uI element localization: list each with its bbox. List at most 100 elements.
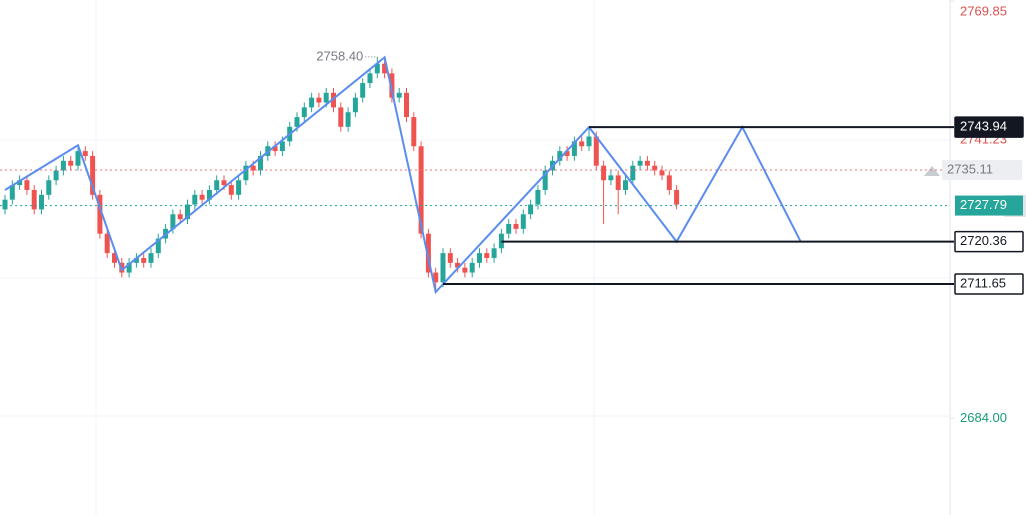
candle-body bbox=[571, 141, 577, 156]
candle-body bbox=[272, 146, 278, 152]
candle-body bbox=[455, 262, 461, 268]
candle-body bbox=[367, 73, 373, 84]
level-label: 2743.94 bbox=[960, 119, 1007, 134]
candle-body bbox=[309, 97, 315, 108]
candle-body bbox=[352, 97, 358, 113]
candle-body bbox=[506, 223, 512, 234]
candle-body bbox=[528, 204, 534, 215]
candle-body bbox=[60, 160, 66, 171]
candle-body bbox=[477, 253, 482, 263]
candle-body bbox=[192, 194, 198, 205]
candle-body bbox=[491, 248, 497, 258]
candle-body bbox=[623, 180, 628, 190]
candle-body bbox=[24, 180, 30, 190]
candle-body bbox=[382, 63, 388, 74]
candle-body bbox=[177, 214, 183, 220]
candle-body bbox=[243, 165, 249, 181]
candle-body bbox=[447, 253, 453, 263]
candle-body bbox=[170, 214, 176, 229]
alert-label-box bbox=[942, 159, 1022, 180]
candle-body bbox=[141, 257, 147, 263]
candle-body bbox=[206, 189, 212, 200]
candle-body bbox=[17, 180, 23, 186]
level-label: 2711.65 bbox=[960, 275, 1006, 290]
candle-body bbox=[469, 262, 475, 273]
candle-body bbox=[236, 180, 242, 195]
candle-body bbox=[564, 151, 570, 156]
candle-body bbox=[2, 199, 8, 210]
alert-icon[interactable] bbox=[924, 166, 940, 176]
candle-body bbox=[396, 92, 402, 98]
candle-body bbox=[542, 170, 548, 190]
candle-body bbox=[411, 117, 417, 147]
candle-body bbox=[345, 112, 351, 127]
candle-body bbox=[579, 141, 585, 147]
candle-body bbox=[258, 155, 263, 171]
alert-label: 2735.11 bbox=[947, 161, 993, 176]
candle-body bbox=[666, 175, 672, 190]
candle-body bbox=[520, 214, 526, 229]
candle-body bbox=[214, 180, 220, 190]
candle-body bbox=[615, 175, 621, 190]
candle-body bbox=[53, 170, 59, 181]
candle-body bbox=[97, 194, 103, 234]
candle-body bbox=[425, 233, 431, 273]
candle-body bbox=[199, 194, 205, 200]
high-label: 2758.40 bbox=[316, 48, 363, 63]
pattern-line bbox=[4, 55, 802, 295]
candle-body bbox=[323, 92, 329, 103]
candle-body bbox=[228, 185, 234, 195]
candle-body bbox=[593, 136, 599, 166]
candle-body bbox=[637, 160, 643, 166]
candle-body bbox=[462, 267, 468, 273]
candle-body bbox=[331, 92, 336, 108]
candle-body bbox=[389, 73, 395, 98]
candle-body bbox=[250, 165, 256, 171]
candle-body bbox=[221, 180, 227, 186]
candle-body bbox=[557, 151, 563, 161]
candle-body bbox=[601, 165, 607, 181]
candle-body bbox=[338, 107, 344, 127]
candle-body bbox=[360, 83, 366, 98]
candle-body bbox=[484, 253, 490, 258]
candle-body bbox=[148, 253, 154, 263]
candle-body bbox=[9, 185, 15, 200]
candle-body bbox=[90, 155, 96, 195]
candle-body bbox=[82, 151, 88, 156]
candle-body bbox=[39, 194, 44, 210]
candle-body bbox=[440, 253, 446, 283]
candle-body bbox=[279, 141, 285, 152]
candle-body bbox=[316, 97, 322, 103]
candle-body bbox=[418, 146, 424, 234]
candle-body bbox=[112, 253, 117, 263]
candle-body bbox=[513, 223, 519, 229]
candle-body bbox=[46, 180, 52, 195]
level-label: 2720.36 bbox=[960, 233, 1007, 248]
candle-body bbox=[608, 175, 614, 181]
candle-body bbox=[535, 189, 541, 205]
candle-body bbox=[659, 170, 665, 176]
candle-body bbox=[104, 233, 110, 254]
level-label-box bbox=[954, 116, 1024, 138]
candle-body bbox=[155, 238, 161, 254]
candle-body bbox=[652, 165, 658, 171]
candle-body bbox=[674, 189, 680, 205]
y-tick-label: 2769.85 bbox=[960, 3, 1007, 18]
candle-body bbox=[31, 189, 37, 210]
level-label-box bbox=[954, 273, 1024, 295]
last-price-label: 2727.79 bbox=[960, 197, 1007, 212]
candle-body bbox=[301, 107, 307, 118]
level-label-box bbox=[954, 230, 1024, 253]
candle-body bbox=[294, 117, 300, 127]
candle-body bbox=[185, 204, 190, 220]
candle-body bbox=[126, 262, 132, 273]
candle-body bbox=[630, 165, 636, 181]
last-price-box bbox=[955, 195, 1023, 216]
candle-body bbox=[433, 272, 439, 283]
candle-body bbox=[374, 63, 380, 74]
candle-body bbox=[404, 92, 409, 118]
candle-body bbox=[68, 160, 74, 166]
candle-body bbox=[644, 160, 650, 166]
